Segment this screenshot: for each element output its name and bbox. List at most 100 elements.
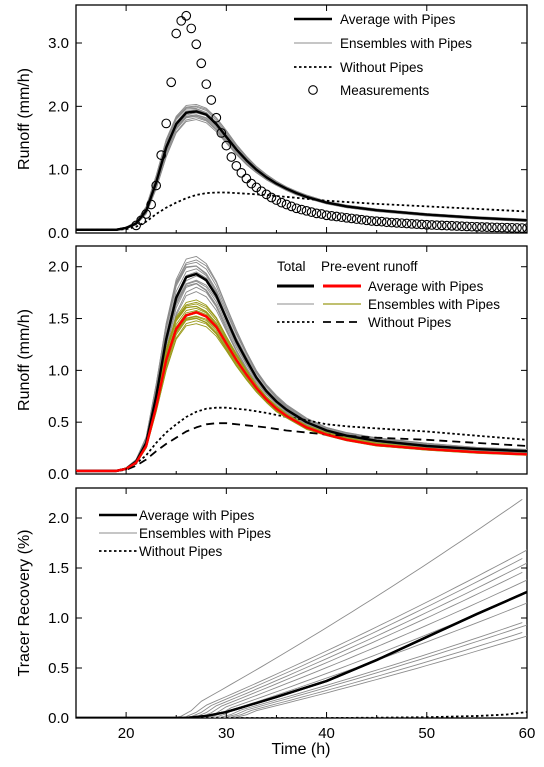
series-ensembles-with-pipes-member <box>76 562 527 718</box>
measurement-point <box>356 214 367 225</box>
panel-runoff-middle: 0.0 0.5 1.0 1.5 2.0 Runoff (mm/h) Total Pre-… <box>16 245 528 483</box>
measurement-point <box>166 77 177 88</box>
measurement-point <box>457 221 467 232</box>
x-tick-label: 30 <box>218 725 235 742</box>
series-ensembles-with-pipes-member <box>76 103 527 231</box>
measurement-point <box>411 219 422 229</box>
measurement-point <box>186 23 197 34</box>
measurement-point <box>261 189 272 200</box>
legend-header-total: Total <box>277 259 306 274</box>
legend-label-ensembles: Ensembles with Pipes <box>139 526 271 541</box>
plot-frame <box>75 4 528 234</box>
measurement-point <box>386 217 397 228</box>
measurement-point <box>517 223 527 233</box>
series-ensembles-with-pipes-member <box>76 602 527 718</box>
x-tick-label: 50 <box>418 725 435 742</box>
measurement-point <box>426 220 437 230</box>
legend-label-ensembles: Ensembles with Pipes <box>340 36 472 51</box>
measurement-point <box>276 197 287 208</box>
measurement-point <box>301 205 312 216</box>
legend-label-without: Without Pipes <box>368 315 452 330</box>
x-tick-label: 40 <box>318 725 335 742</box>
measurement-point <box>156 150 167 160</box>
measurement-point <box>497 222 507 233</box>
measurement-point <box>286 201 297 212</box>
series-ensembles-with-pipes-member <box>76 499 523 718</box>
measurement-point <box>226 152 237 162</box>
measurement-point <box>271 195 282 205</box>
series-ensembles-with-pipes-total-member <box>76 255 527 472</box>
measurement-point <box>321 210 332 221</box>
measurement-point <box>487 222 497 233</box>
y-tick-label: 0.0 <box>48 466 69 483</box>
measurement-point <box>196 58 207 69</box>
series-average-with-pipes-pre-event-runoff-top <box>76 311 527 473</box>
y-tick-label: 1.0 <box>48 162 69 179</box>
measurement-point <box>241 173 252 184</box>
y-tick-label: 2.0 <box>48 510 69 527</box>
plot-frame <box>75 245 528 475</box>
series-ensembles-with-pipes-member <box>76 105 527 231</box>
legend-label-average: Average with Pipes <box>368 279 484 294</box>
measurement-point <box>211 112 222 123</box>
measurement-point <box>236 167 247 178</box>
series-ensembles-with-pipes-member <box>76 579 527 718</box>
series-ensembles-with-pipes-member <box>76 558 523 718</box>
legend-label-ensembles: Ensembles with Pipes <box>368 297 500 312</box>
measurement-point <box>406 218 417 229</box>
y-tick-label: 1.0 <box>48 610 69 627</box>
measurement-point <box>381 217 392 228</box>
series-ensembles-with-pipes-member <box>76 549 527 718</box>
y-tick-label: 0.5 <box>48 414 69 431</box>
measurement-point <box>431 220 442 231</box>
measurement-point <box>176 15 187 26</box>
measurement-point <box>502 222 512 233</box>
measurement-point <box>396 218 407 229</box>
measurement-point <box>512 223 522 233</box>
measurement-point <box>201 79 212 90</box>
measurement-point <box>281 199 292 210</box>
y-tick-label: 2.0 <box>48 259 69 276</box>
y-tick-label: 1.5 <box>48 311 69 328</box>
y-tick-label: 0.5 <box>48 660 69 677</box>
measurement-point <box>331 211 342 222</box>
measurement-point <box>181 10 192 21</box>
measurement-point <box>171 28 182 39</box>
legend-label-average: Average with Pipes <box>139 508 255 523</box>
legend: Average with Pipes Ensembles with Pipes … <box>99 508 271 559</box>
measurement-point <box>221 140 232 151</box>
legend-marker-measurements <box>308 85 318 95</box>
y-tick-label: 1.0 <box>48 362 69 379</box>
legend-label-measurements: Measurements <box>340 83 430 98</box>
measurement-point <box>436 220 447 231</box>
measurement-point <box>206 95 217 105</box>
measurement-point <box>351 214 362 224</box>
legend-header-pre-event: Pre-event runoff <box>321 259 418 274</box>
measurement-point <box>492 222 502 233</box>
y-axis-label: Runoff (mm/h) <box>16 309 33 411</box>
measurement-point <box>256 186 267 197</box>
measurement-point <box>376 216 387 227</box>
measurement-point <box>522 223 527 233</box>
measurement-point <box>341 212 352 223</box>
y-tick-label: 1.5 <box>48 560 69 577</box>
measurement-point <box>191 39 202 50</box>
measurement-point <box>467 221 477 232</box>
measurement-point <box>326 211 337 221</box>
measurement-point <box>296 204 307 215</box>
measurement-point <box>371 216 382 227</box>
measurement-point <box>346 213 357 224</box>
measurement-point <box>446 220 457 231</box>
measurement-point <box>306 207 317 217</box>
panel-runoff-top: 0.0 1.0 2.0 3.0 Runoff (mm/h) Average with … <box>16 4 528 242</box>
y-axis-label: Runoff (mm/h) <box>16 68 33 170</box>
measurement-point <box>291 203 302 214</box>
measurement-point <box>266 192 277 203</box>
measurement-point <box>336 212 347 223</box>
legend-label-average: Average with Pipes <box>340 12 456 27</box>
measurement-point <box>231 161 242 171</box>
measurement-point <box>416 219 427 230</box>
series-without-pipes-pre-event-runoff <box>76 422 527 472</box>
legend: Total Pre-event runoff Average with Pipe… <box>277 259 500 330</box>
